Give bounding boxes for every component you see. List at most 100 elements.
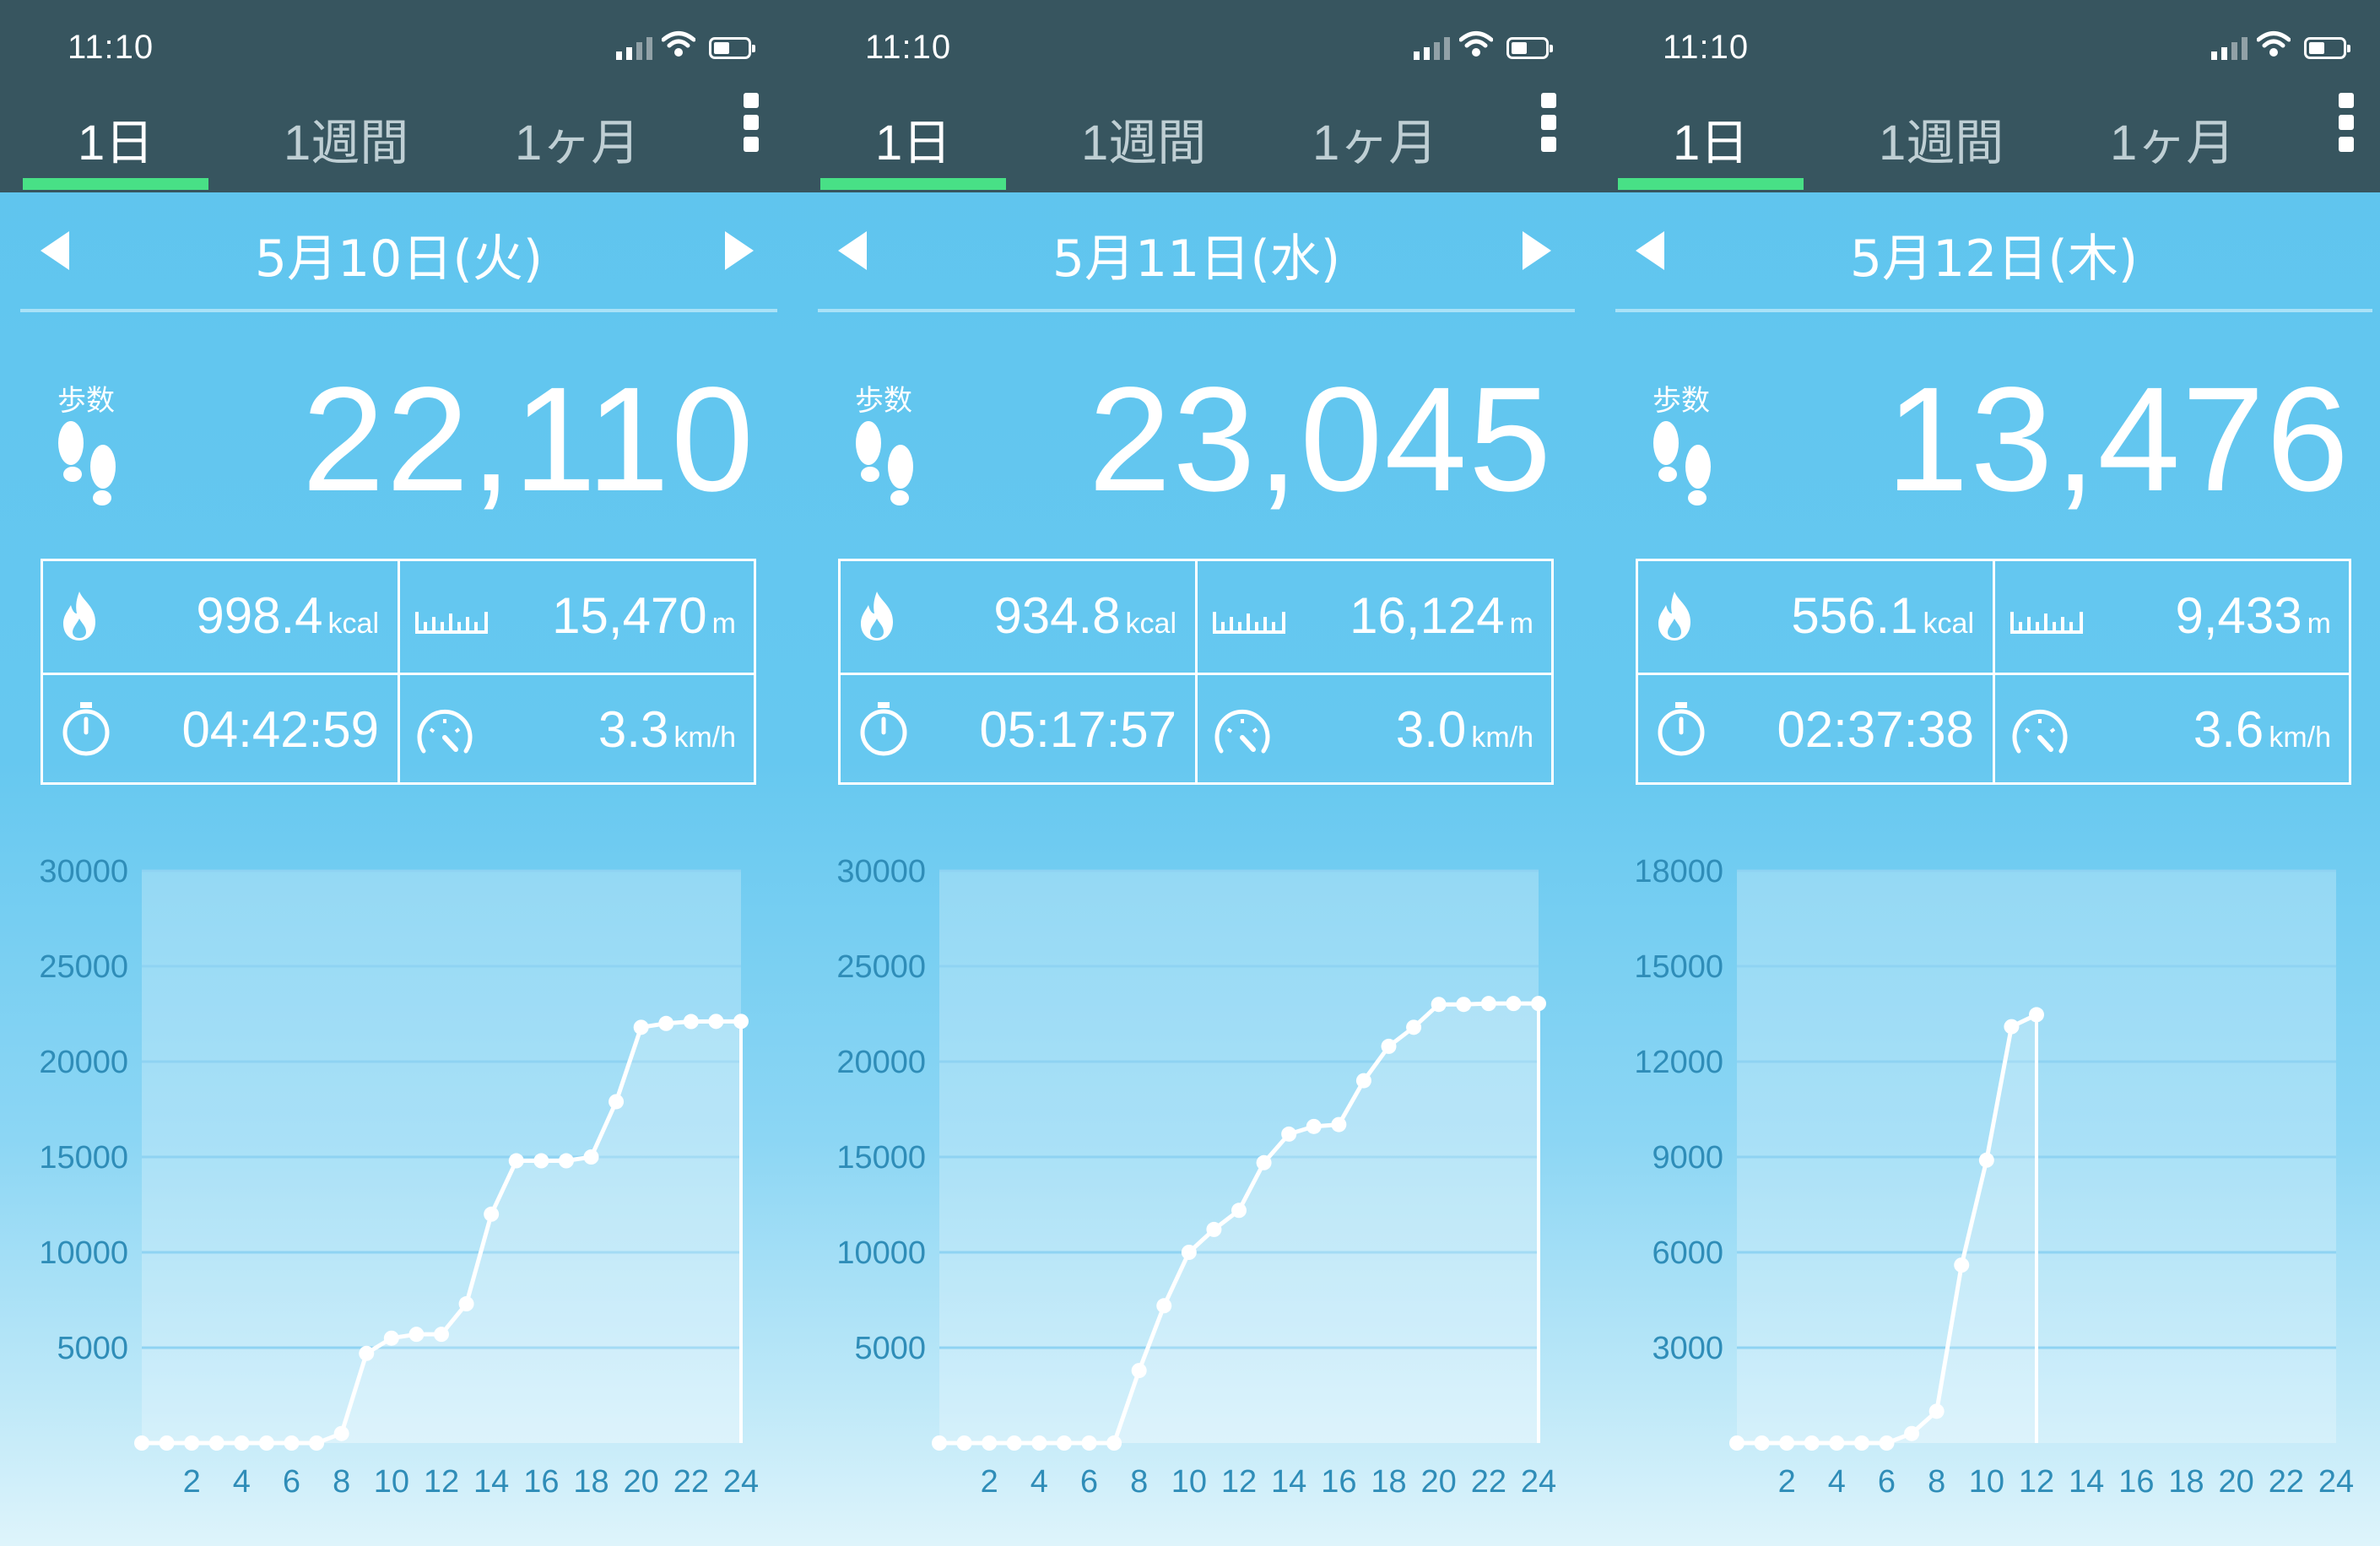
data-point — [1006, 1435, 1022, 1451]
distance-value-group: 9,433 m — [2176, 587, 2331, 645]
data-point — [1331, 1116, 1347, 1132]
duration-value: 02:37:38 — [1777, 701, 1974, 758]
next-day-arrow-icon[interactable] — [725, 231, 754, 270]
x-tick-label: 8 — [1928, 1464, 1945, 1500]
speedometer-icon — [1214, 709, 1270, 754]
date-navigator: 5月10日(火) — [0, 192, 798, 312]
speed-value: 3.0 — [1395, 701, 1467, 758]
data-point — [982, 1435, 998, 1451]
current-date: 5月10日(火) — [254, 230, 544, 289]
flame-icon — [63, 592, 95, 641]
distance-value-group: 16,124 m — [1350, 587, 1533, 645]
flame-icon — [861, 592, 893, 641]
status-time: 11:10 — [1663, 29, 1750, 66]
ruler-icon — [2010, 612, 2083, 634]
steps-label: 歩数 — [57, 384, 115, 418]
y-tick-label: 18000 — [1634, 854, 1723, 889]
calories-value-group: 998.4 kcal — [196, 587, 379, 645]
calories-unit: kcal — [327, 608, 379, 640]
data-point — [408, 1327, 425, 1343]
tab-month[interactable]: 1ヶ月 — [1312, 116, 1438, 170]
next-day-arrow-icon[interactable] — [1523, 231, 1551, 270]
y-tick-label: 3000 — [1652, 1331, 1723, 1366]
status-time: 11:10 — [865, 29, 952, 66]
status-bar: 11:10 — [0, 0, 798, 93]
more-menu-icon[interactable] — [1541, 93, 1558, 152]
tab-day[interactable]: 1日 — [1673, 116, 1750, 170]
stats-grid: 998.4 kcal 15,470 m 04:42:59 — [41, 559, 756, 785]
y-tick-label: 20000 — [836, 1045, 926, 1080]
data-point — [1081, 1435, 1097, 1451]
battery-icon — [1506, 37, 1553, 59]
y-tick-label: 6000 — [1652, 1235, 1723, 1271]
active-tab-indicator — [23, 178, 208, 190]
data-point — [733, 1014, 749, 1030]
y-tick-label: 10000 — [39, 1235, 128, 1271]
prev-day-arrow-icon[interactable] — [41, 231, 69, 270]
data-point — [658, 1015, 674, 1031]
data-point — [359, 1345, 375, 1361]
battery-icon — [2304, 37, 2350, 59]
data-point — [1754, 1435, 1770, 1451]
steps-count: 23,045 — [1088, 357, 1553, 522]
data-point — [1531, 996, 1546, 1012]
x-tick-label: 10 — [374, 1464, 409, 1500]
x-tick-label: 22 — [1471, 1464, 1506, 1500]
data-point — [956, 1435, 972, 1451]
wifi-icon — [1459, 31, 1493, 57]
tab-week[interactable]: 1週間 — [284, 116, 409, 170]
more-menu-icon[interactable] — [2339, 93, 2356, 152]
tab-week[interactable]: 1週間 — [1081, 116, 1207, 170]
data-point — [2004, 1019, 2020, 1035]
active-tab-indicator — [1618, 178, 1804, 190]
speed-cell: 3.3 km/h — [400, 675, 755, 787]
more-menu-icon[interactable] — [744, 93, 760, 152]
data-point — [1779, 1435, 1795, 1451]
data-point — [1131, 1363, 1147, 1379]
x-tick-label: 20 — [1421, 1464, 1457, 1500]
tab-week[interactable]: 1週間 — [1879, 116, 2004, 170]
data-point — [1928, 1403, 1945, 1419]
prev-day-arrow-icon[interactable] — [1636, 231, 1664, 270]
x-tick-label: 2 — [183, 1464, 201, 1500]
y-tick-label: 20000 — [39, 1045, 128, 1080]
battery-icon — [709, 37, 755, 59]
data-point — [1480, 996, 1496, 1012]
tab-day[interactable]: 1日 — [78, 116, 154, 170]
data-point — [1381, 1038, 1397, 1054]
distance-value: 9,433 — [2175, 587, 2302, 644]
speed-cell: 3.0 km/h — [1198, 675, 1552, 787]
wifi-icon — [2257, 31, 2291, 57]
x-tick-label: 10 — [1969, 1464, 2004, 1500]
stats-grid: 556.1 kcal 9,433 m 02:37:38 — [1636, 559, 2351, 785]
data-point — [1056, 1435, 1072, 1451]
calories-unit: kcal — [1923, 608, 1974, 640]
speedometer-icon — [2012, 709, 2068, 754]
data-point — [708, 1014, 724, 1030]
y-tick-label: 12000 — [1634, 1045, 1723, 1080]
x-tick-label: 4 — [1030, 1464, 1048, 1500]
stopwatch-icon — [860, 702, 907, 756]
steps-label: 歩数 — [1652, 384, 1710, 418]
speedometer-icon — [417, 709, 473, 754]
x-tick-label: 4 — [233, 1464, 251, 1500]
tab-day[interactable]: 1日 — [875, 116, 952, 170]
data-point — [1206, 1221, 1222, 1237]
data-point — [583, 1149, 599, 1165]
tab-month[interactable]: 1ヶ月 — [2110, 116, 2236, 170]
prev-day-arrow-icon[interactable] — [838, 231, 867, 270]
y-tick-label: 30000 — [39, 854, 128, 889]
speed-value-group: 3.3 km/h — [598, 700, 736, 759]
ruler-icon — [415, 612, 488, 634]
stats-grid: 934.8 kcal 16,124 m 05:17:57 — [838, 559, 1554, 785]
data-point — [1406, 1019, 1422, 1035]
tab-month[interactable]: 1ヶ月 — [515, 116, 641, 170]
speed-value: 3.6 — [2193, 701, 2264, 758]
date-divider — [818, 309, 1575, 312]
active-tab-indicator — [820, 178, 1006, 190]
stopwatch-icon — [62, 702, 110, 756]
distance-cell: 15,470 m — [400, 561, 755, 673]
data-point — [208, 1435, 224, 1451]
series-area — [1737, 1014, 2037, 1443]
speed-value-group: 3.6 km/h — [2193, 700, 2331, 759]
